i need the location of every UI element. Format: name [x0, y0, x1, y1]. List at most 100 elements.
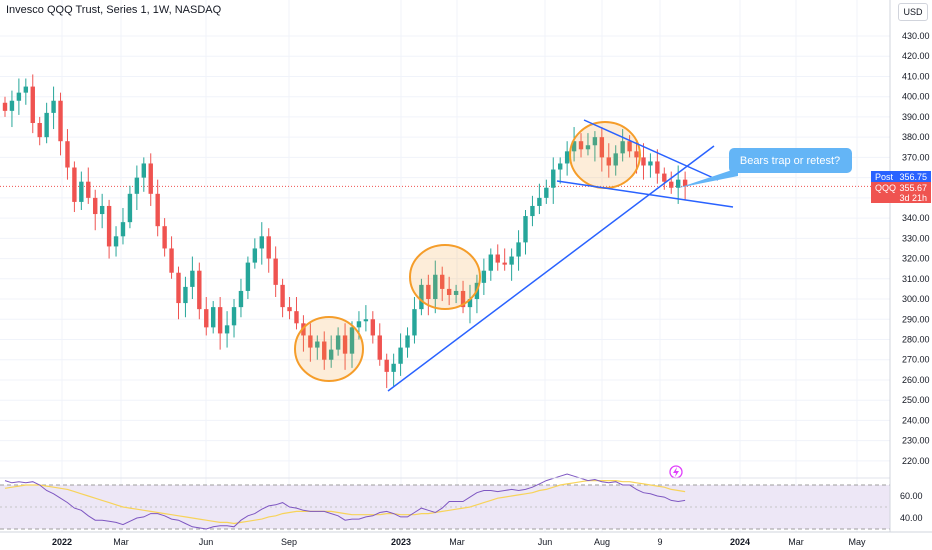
candle-body [280, 284, 285, 308]
rsi-axis[interactable]: 60.00 40.00 [900, 491, 923, 523]
candle-body [23, 86, 29, 93]
price-tick-label: 370.00 [902, 152, 930, 162]
post-value: 356.75 [899, 172, 927, 182]
candle-body [72, 167, 77, 202]
candle-body [308, 335, 313, 348]
price-tick-label: 410.00 [902, 71, 930, 81]
candle-body [190, 270, 195, 287]
candle-body [682, 179, 688, 187]
candle-body [363, 319, 369, 322]
time-tick-label: 2024 [730, 537, 750, 547]
highlight-circle-2[interactable] [409, 244, 481, 310]
post-label: Post [875, 172, 894, 182]
price-tick-label: 400.00 [902, 92, 930, 102]
price-tick-label: 310.00 [902, 274, 930, 284]
candle-body [648, 161, 653, 166]
candle-body [592, 137, 598, 146]
candle-body [384, 359, 389, 372]
candle-body [356, 321, 362, 328]
price-tick-label: 240.00 [902, 415, 930, 425]
time-tick-label: 9 [657, 537, 662, 547]
candle-body [502, 262, 507, 265]
candle-body [134, 177, 140, 194]
candle-body [113, 236, 119, 247]
candle-body [266, 236, 271, 259]
time-tick-label: Sep [281, 537, 297, 547]
candle-body [141, 163, 146, 178]
highlight-circle-3[interactable] [569, 121, 641, 189]
upper-wedge-line[interactable] [583, 119, 719, 181]
time-tick-label: Mar [449, 537, 465, 547]
candle-body [127, 193, 133, 223]
lower-wedge-line[interactable] [556, 180, 734, 208]
time-tick-label: Aug [594, 537, 610, 547]
candle-body [627, 141, 632, 152]
candle-body [155, 193, 160, 227]
callout-text: Bears trap or retest? [740, 155, 840, 167]
candle-body [176, 272, 181, 304]
candle-body [564, 151, 570, 164]
candle-body [509, 256, 514, 265]
candle-body [412, 309, 417, 336]
post-badge [871, 171, 931, 182]
candle-body [120, 222, 126, 237]
candle-body [245, 262, 251, 291]
candle-body [433, 274, 438, 300]
lightning-event-icon[interactable] [669, 465, 683, 479]
price-tick-label: 380.00 [902, 132, 930, 142]
candle-body [224, 325, 230, 334]
candle-body [599, 137, 605, 158]
candle-body [259, 236, 264, 249]
candle-body [544, 187, 549, 198]
time-tick-label: May [848, 537, 866, 547]
candle-body [44, 112, 49, 138]
candle-body [294, 311, 299, 324]
time-tick-label: 2023 [391, 537, 411, 547]
candle-body [65, 141, 70, 168]
candlestick-series [2, 74, 688, 389]
price-tick-label: 250.00 [902, 395, 930, 405]
price-tick-label: 260.00 [902, 375, 930, 385]
time-tick-label: Mar [113, 537, 129, 547]
candle-body [481, 270, 487, 283]
candle-body [349, 327, 355, 354]
highlight-circle-1[interactable] [294, 316, 364, 382]
candle-body [634, 151, 639, 158]
candle-body [148, 163, 153, 194]
candle-body [606, 157, 611, 166]
candle-body [516, 242, 521, 257]
price-gridlines [0, 0, 890, 532]
time-tick-label: 2022 [52, 537, 72, 547]
candle-body [197, 270, 202, 310]
candle-body [16, 92, 22, 101]
candle-body [467, 299, 473, 308]
candle-body [217, 307, 223, 334]
currency-button[interactable]: USD [898, 3, 928, 21]
candle-body [2, 102, 8, 111]
candle-body [204, 309, 209, 328]
time-axis[interactable]: 2022 Mar Jun Sep 2023 Mar Jun Aug 9 2024 Mar May [52, 537, 866, 547]
price-axis[interactable]: 430.00 420.00 410.00 400.00 390.00 380.00 370.… [902, 31, 930, 466]
candle-body [662, 173, 667, 182]
time-tick-label: Jun [199, 537, 214, 547]
candle-body [419, 284, 424, 310]
candle-body [391, 363, 396, 372]
candle-body [51, 100, 56, 113]
time-tick-label: Mar [788, 537, 804, 547]
support-trendline[interactable] [387, 145, 715, 392]
candle-body [328, 349, 334, 360]
candle-body [169, 248, 174, 273]
candle-body [86, 181, 91, 198]
drawing-layer[interactable] [294, 119, 734, 392]
chart-title: Invesco QQQ Trust, Series 1, 1W, NASDAQ [6, 4, 222, 16]
candle-body [405, 335, 410, 348]
candle-body [613, 153, 618, 166]
candle-body [37, 123, 42, 138]
candle-body [377, 335, 382, 360]
callout-bubble[interactable]: Bears trap or retest? [678, 148, 852, 188]
candle-body [30, 86, 35, 124]
candle-body [58, 100, 63, 142]
candle-body [93, 197, 98, 215]
price-tick-label: 420.00 [902, 51, 930, 61]
rsi-tick-label: 40.00 [900, 513, 923, 523]
